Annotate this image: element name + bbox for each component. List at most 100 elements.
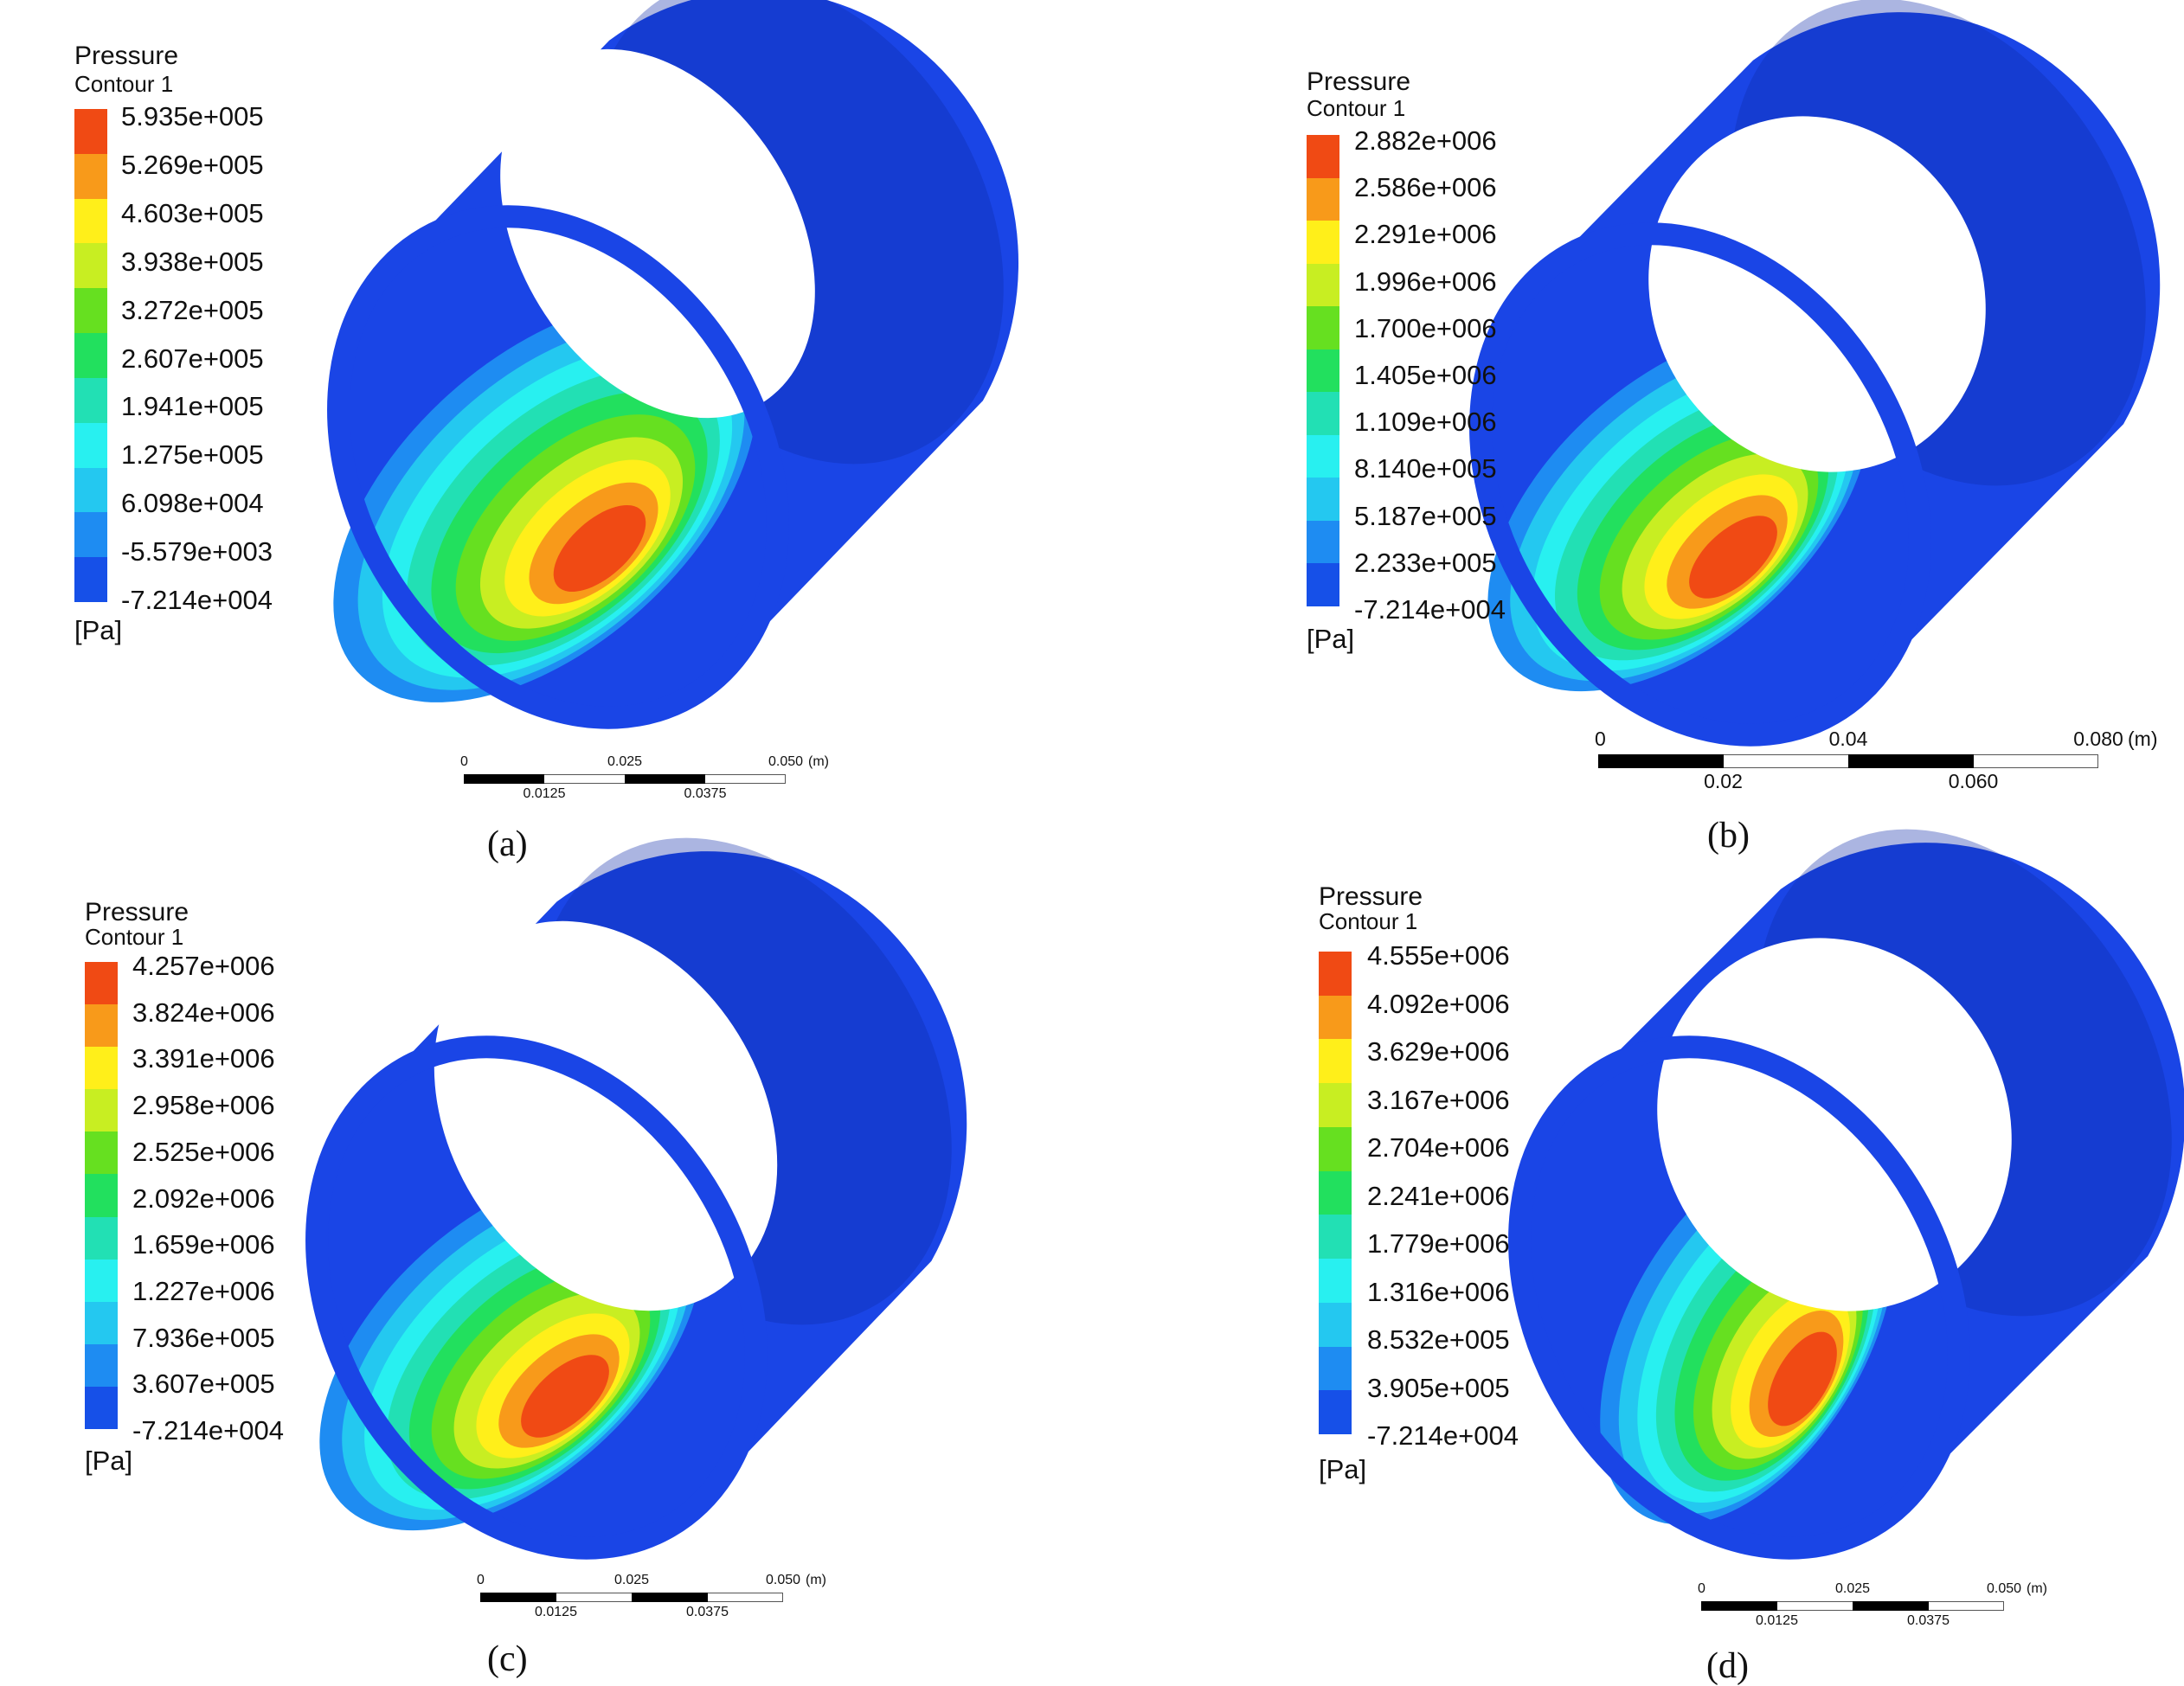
color-bar-segment bbox=[1307, 135, 1339, 179]
color-bar-segment bbox=[85, 1131, 118, 1175]
scale-label: 0.080 bbox=[2073, 728, 2123, 750]
scale-label: 0.025 bbox=[607, 754, 643, 769]
color-bar-segment bbox=[85, 1259, 118, 1303]
color-bar-segment bbox=[1319, 1126, 1352, 1172]
scale-label: 0 bbox=[1595, 728, 1606, 750]
caption: (b) bbox=[1707, 816, 1750, 856]
scale-label: 0.04 bbox=[1828, 728, 1868, 750]
color-bar-tick-label: 4.257e+006 bbox=[132, 951, 275, 981]
scale-label: 0.0125 bbox=[523, 786, 566, 801]
scale-label: 0 bbox=[460, 754, 468, 769]
scale-label: 0.025 bbox=[1834, 1581, 1871, 1596]
color-bar-tick-label: 3.272e+005 bbox=[121, 294, 264, 325]
color-bar-tick-label: 4.603e+005 bbox=[121, 197, 264, 228]
color-bar-segment bbox=[1319, 1259, 1352, 1304]
color-bar-tick-label: 2.607e+005 bbox=[121, 343, 264, 374]
color-bar-tick-label: 1.996e+006 bbox=[1354, 266, 1497, 297]
color-bar-segment bbox=[1319, 1346, 1352, 1391]
legend-title: Pressure bbox=[74, 42, 179, 70]
color-bar-segment bbox=[85, 1343, 118, 1388]
color-bar-segment bbox=[74, 198, 107, 244]
color-bar-tick-label: 8.140e+005 bbox=[1354, 453, 1497, 484]
legend-subtitle: Contour 1 bbox=[1307, 95, 1406, 121]
pressure-contour-band bbox=[553, 504, 646, 593]
color-bar-segment bbox=[1307, 221, 1339, 265]
unit-label: [Pa] bbox=[1319, 1454, 1367, 1484]
color-bar-tick-label: 1.316e+006 bbox=[1367, 1276, 1510, 1307]
color-bar-tick-label: 3.938e+005 bbox=[121, 246, 264, 277]
color-bar-segment bbox=[74, 557, 107, 603]
color-bar-segment bbox=[1307, 306, 1339, 350]
color-bar bbox=[85, 962, 118, 1430]
scale-bar-segment bbox=[1598, 754, 1724, 768]
color-bar-tick-label: 2.092e+006 bbox=[132, 1183, 275, 1214]
scale-label: 0.025 bbox=[613, 1573, 650, 1587]
scale-bar-segment bbox=[1853, 1601, 1929, 1611]
color-bar-segment bbox=[1319, 1170, 1352, 1215]
color-bar-tick-label: -7.214e+004 bbox=[121, 585, 273, 615]
scale-bar-segment bbox=[1848, 754, 1974, 768]
color-bar-tick-label: 1.275e+005 bbox=[121, 439, 264, 471]
scale-label: 0.050 bbox=[765, 1573, 801, 1587]
scale-label: 0.0125 bbox=[1756, 1613, 1798, 1628]
color-bar-segment bbox=[1319, 1215, 1352, 1260]
legend-subtitle: Contour 1 bbox=[74, 71, 174, 97]
color-bar-segment bbox=[85, 1301, 118, 1345]
color-bar-tick-label: 1.779e+006 bbox=[1367, 1228, 1510, 1259]
scale-bar-segment bbox=[480, 1593, 556, 1602]
color-bar-segment bbox=[1307, 177, 1339, 221]
unit-label: [Pa] bbox=[74, 615, 123, 645]
color-bar-tick-label: -7.214e+004 bbox=[1367, 1420, 1519, 1451]
scale-label: 0.0375 bbox=[684, 786, 727, 801]
color-bar-tick-label: 3.167e+006 bbox=[1367, 1084, 1510, 1115]
color-bar-segment bbox=[85, 1004, 118, 1048]
color-bar-tick-label: 2.958e+006 bbox=[132, 1090, 275, 1121]
scale-bar-segment bbox=[1701, 1601, 1777, 1611]
color-bar-segment bbox=[74, 153, 107, 200]
color-bar-segment bbox=[1319, 1083, 1352, 1128]
scale-bar-segment bbox=[632, 1593, 708, 1602]
legend-subtitle: Contour 1 bbox=[1319, 908, 1418, 934]
color-bar-tick-label: 7.936e+005 bbox=[132, 1322, 275, 1353]
color-bar-tick-label: 1.405e+006 bbox=[1354, 360, 1497, 390]
caption: (d) bbox=[1706, 1646, 1749, 1686]
cylinder-front-edge bbox=[1508, 1035, 1970, 1560]
legend-title: Pressure bbox=[85, 898, 189, 926]
color-bar-segment bbox=[85, 1047, 118, 1090]
scale-label: 0.050 bbox=[768, 754, 804, 769]
color-bar bbox=[74, 109, 107, 603]
color-bar-tick-label: 2.882e+006 bbox=[1354, 125, 1497, 156]
pressure-contour-band bbox=[1689, 516, 1777, 599]
cylinder-front-edge bbox=[327, 205, 789, 729]
scale-unit: (m) bbox=[2128, 728, 2158, 750]
scale-label: 0.060 bbox=[1948, 770, 1999, 792]
legend-title: Pressure bbox=[1307, 67, 1411, 96]
caption: (a) bbox=[487, 824, 528, 864]
scale-label: 0.0375 bbox=[686, 1605, 729, 1619]
color-bar-segment bbox=[1307, 349, 1339, 393]
scale-label: 0.0375 bbox=[1907, 1613, 1950, 1628]
caption: (c) bbox=[487, 1639, 528, 1679]
cylinder-bore-opening bbox=[434, 920, 778, 1311]
color-bar-tick-label: 1.700e+006 bbox=[1354, 312, 1497, 343]
scale-label: 0.02 bbox=[1704, 770, 1743, 792]
scale-bar-segment bbox=[625, 774, 705, 784]
color-bar-segment bbox=[74, 288, 107, 334]
color-bar-tick-label: 3.905e+005 bbox=[1367, 1372, 1510, 1403]
color-bar-segment bbox=[1307, 478, 1339, 522]
color-bar-segment bbox=[1319, 1390, 1352, 1435]
color-bar-tick-label: 5.187e+005 bbox=[1354, 500, 1497, 531]
color-bar-tick-label: 2.586e+006 bbox=[1354, 172, 1497, 203]
color-bar-segment bbox=[85, 1089, 118, 1132]
color-bar-tick-label: 6.098e+004 bbox=[121, 488, 264, 519]
color-bar-segment bbox=[74, 333, 107, 379]
scale-unit: (m) bbox=[2027, 1581, 2047, 1596]
color-bar-tick-label: 1.227e+006 bbox=[132, 1275, 275, 1306]
legend-title: Pressure bbox=[1319, 882, 1423, 911]
pressure-contour-band bbox=[521, 1355, 609, 1438]
scale-label: 0.050 bbox=[1986, 1581, 2022, 1596]
color-bar-tick-label: 2.291e+006 bbox=[1354, 219, 1497, 250]
color-bar-tick-label: 1.109e+006 bbox=[1354, 407, 1497, 438]
color-bar-segment bbox=[85, 1216, 118, 1260]
